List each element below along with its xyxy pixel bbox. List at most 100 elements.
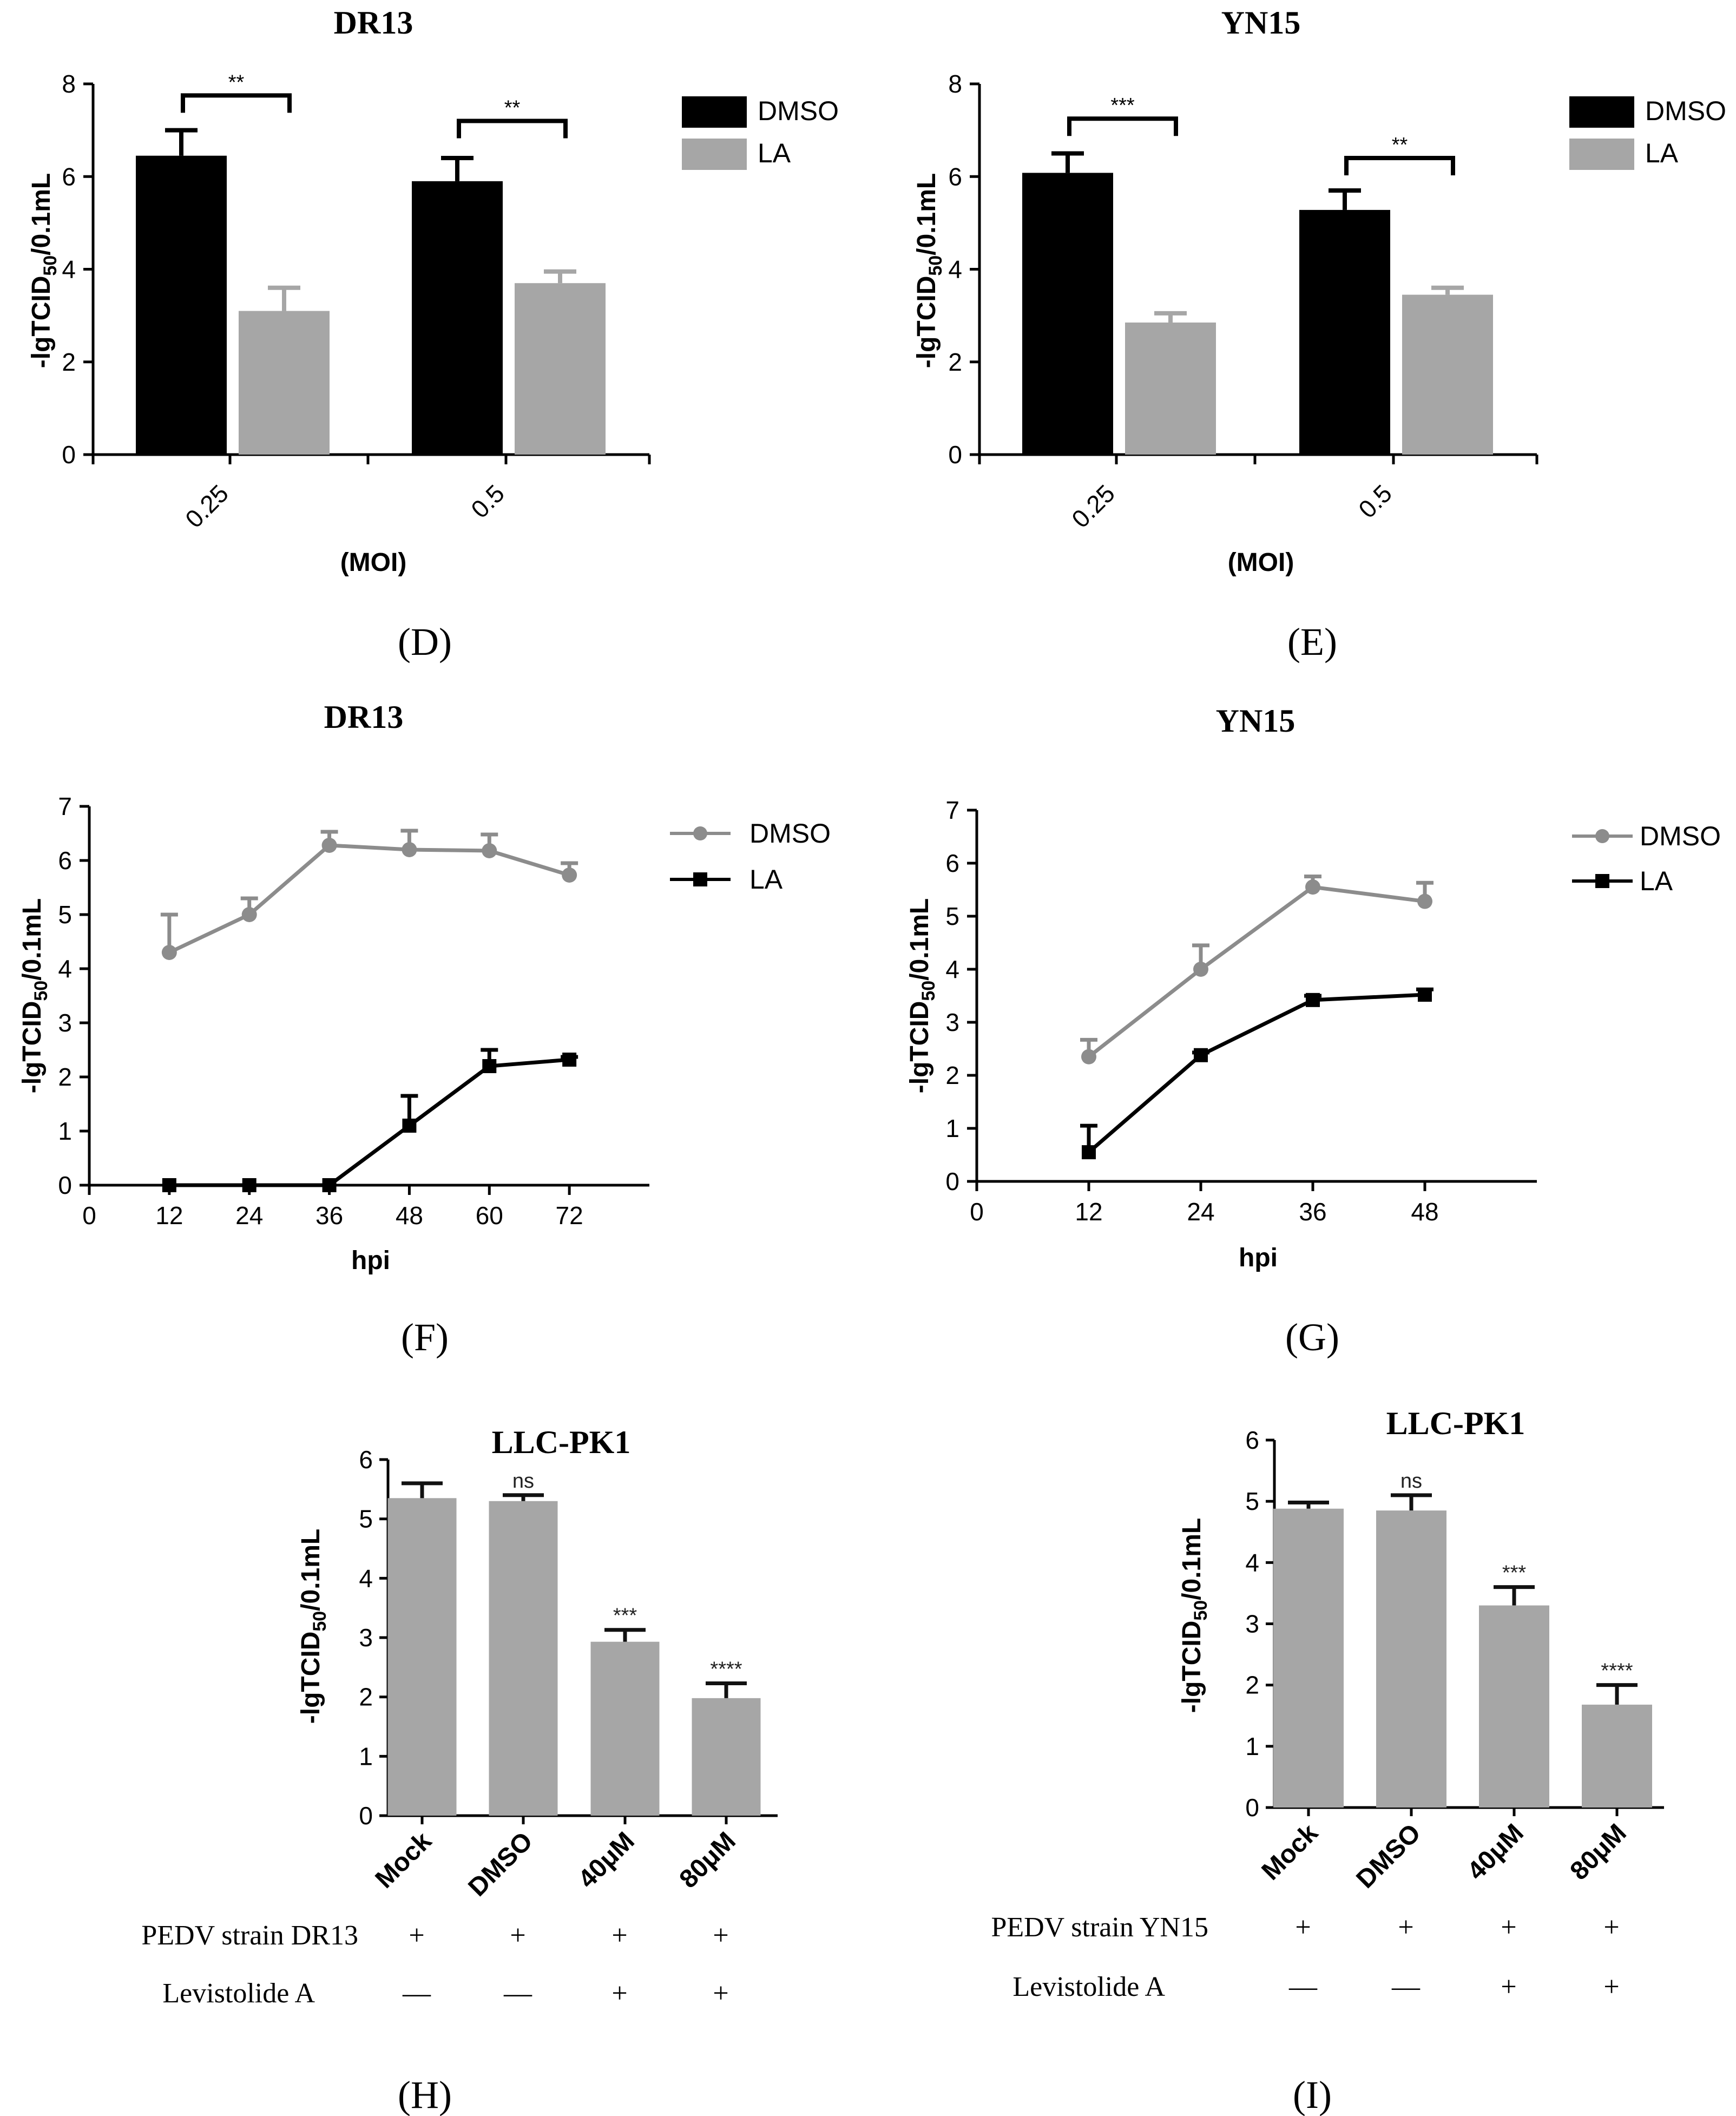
chart-F-legend: DMSO LA (670, 818, 831, 895)
y-tick-label: 3 (359, 1624, 373, 1652)
table-cell-pedv: + (1295, 1912, 1311, 1943)
significance-label: *** (1502, 1562, 1527, 1585)
x-tick-label: 0 (970, 1198, 984, 1226)
y-tick-label: 5 (359, 1505, 373, 1533)
legend-label-dmso: DMSO (1645, 96, 1726, 126)
table-cell-pedv: + (1501, 1912, 1516, 1943)
x-tick-label: 40μM (573, 1826, 640, 1894)
x-tick-label: 40μM (1462, 1818, 1529, 1885)
panel-label-H: (H) (398, 2073, 452, 2116)
x-tick-label: 24 (235, 1201, 263, 1230)
table-cell-pedv: + (1603, 1912, 1619, 1943)
significance-label: ** (1392, 134, 1408, 156)
table-cell-pedv: + (611, 1920, 627, 1951)
bar-0 (1273, 1508, 1344, 1808)
table-row-label-levistolide: Levistolide A (162, 1978, 315, 2009)
point-la-3 (1418, 988, 1432, 1002)
chart-G-ylabel: -lgTCID50/0.1mL (905, 898, 939, 1094)
point-la-0 (1082, 1145, 1096, 1160)
chart-D-ylabel: -lgTCID50/0.1mL (27, 173, 61, 369)
legend-marker-la (1595, 874, 1609, 888)
table-cell-levistolide: — (1288, 1972, 1318, 2002)
chart-D-title: DR13 (334, 5, 413, 41)
significance-label: ** (504, 97, 521, 120)
panel-label-D: (D) (398, 620, 452, 663)
chart-H: LLC-PK1 -lgTCID50/0.1mL 0 1 2 3 4 5 6 Mock DMSO 4… (141, 1424, 778, 2116)
legend-label-la: LA (1640, 866, 1673, 896)
bar-1 (1376, 1510, 1446, 1808)
legend-label-dmso: DMSO (1640, 821, 1721, 851)
legend-marker-la (693, 872, 707, 886)
significance-label: ns (512, 1470, 534, 1493)
x-tick-label: 36 (315, 1201, 343, 1230)
y-tick-label: 4 (1245, 1548, 1259, 1576)
legend-marker-dmso (693, 826, 707, 840)
x-tick-label: 12 (1075, 1198, 1102, 1226)
bar-la-1 (1402, 294, 1493, 455)
x-tick-label: 48 (1411, 1198, 1438, 1226)
chart-G-title: YN15 (1216, 703, 1296, 739)
y-tick-label: 3 (945, 1008, 959, 1036)
table-cell-pedv: + (409, 1920, 424, 1951)
y-tick-label: 8 (948, 70, 962, 98)
legend-label-la: LA (749, 864, 783, 895)
x-tick-label: 60 (476, 1201, 503, 1230)
table-row-label-levistolide: Levistolide A (1012, 1972, 1165, 2002)
x-tick-label: DMSO (463, 1826, 538, 1902)
y-tick-label: 2 (1245, 1671, 1259, 1699)
y-tick-label: 8 (62, 70, 76, 98)
y-tick-label: 6 (62, 162, 76, 190)
chart-E-xlabel: (MOI) (1228, 548, 1294, 577)
bar-1 (489, 1501, 558, 1816)
bar-la-1 (515, 283, 606, 455)
chart-F-title: DR13 (324, 699, 404, 735)
y-tick-label: 4 (359, 1564, 373, 1592)
x-tick-label: 48 (396, 1201, 423, 1230)
legend-swatch-la (1569, 139, 1634, 170)
table-cell-pedv: + (713, 1920, 728, 1951)
y-tick-label: 7 (945, 796, 959, 824)
chart-G-xlabel: hpi (1239, 1244, 1278, 1272)
x-tick-label: Mock (1257, 1818, 1324, 1885)
chart-E-ylabel: -lgTCID50/0.1mL (912, 173, 946, 369)
y-tick-label: 0 (359, 1802, 373, 1830)
table-row-label-pedv: PEDV strain YN15 (991, 1912, 1208, 1943)
point-la-4 (482, 1059, 497, 1073)
chart-D-xlabel: (MOI) (340, 548, 407, 577)
legend-label-la: LA (758, 138, 791, 168)
x-tick-label: 12 (155, 1201, 183, 1230)
table-cell-pedv: + (510, 1920, 525, 1951)
series-line-dmso (168, 843, 570, 955)
point-dmso-1 (1193, 962, 1208, 977)
y-tick-label: 2 (359, 1683, 373, 1711)
x-tick-label: 0.5 (1353, 479, 1397, 523)
point-la-5 (562, 1053, 577, 1067)
bar-la-0 (1125, 322, 1216, 455)
bar-3 (1582, 1704, 1652, 1808)
bar-2 (1479, 1605, 1549, 1808)
chart-E-legend: DMSO LA (1569, 96, 1726, 170)
point-la-1 (242, 1178, 257, 1192)
table-row-label-pedv: PEDV strain DR13 (141, 1920, 358, 1951)
point-dmso-0 (1081, 1049, 1096, 1064)
y-tick-label: 2 (58, 1063, 72, 1091)
chart-I-ylabel: -lgTCID50/0.1mL (1178, 1518, 1211, 1713)
x-tick-label: DMSO (1351, 1818, 1426, 1894)
legend-label-dmso: DMSO (749, 818, 831, 849)
panel-label-F: (F) (401, 1316, 449, 1359)
point-la-2 (1306, 993, 1320, 1007)
chart-H-title: LLC-PK1 (492, 1424, 631, 1460)
significance-bracket (1067, 116, 1178, 136)
significance-label: **** (710, 1658, 742, 1680)
point-dmso-2 (321, 838, 337, 853)
y-tick-label: 6 (945, 849, 959, 877)
y-tick-label: 7 (58, 792, 72, 820)
x-tick-label: 80μM (1565, 1818, 1632, 1885)
chart-G-legend: DMSO LA (1572, 821, 1721, 896)
table-cell-levistolide: + (611, 1978, 627, 2009)
significance-bracket (1344, 156, 1455, 175)
